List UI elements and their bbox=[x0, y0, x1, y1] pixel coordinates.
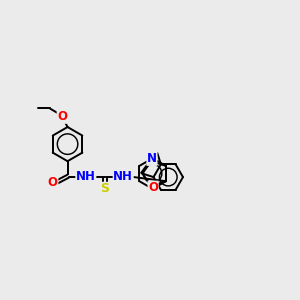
Text: S: S bbox=[100, 182, 109, 195]
Text: N: N bbox=[147, 152, 157, 165]
Text: O: O bbox=[57, 110, 67, 123]
Text: NH: NH bbox=[76, 170, 96, 183]
Text: O: O bbox=[48, 176, 58, 190]
Text: O: O bbox=[148, 181, 158, 194]
Text: NH: NH bbox=[113, 170, 133, 183]
